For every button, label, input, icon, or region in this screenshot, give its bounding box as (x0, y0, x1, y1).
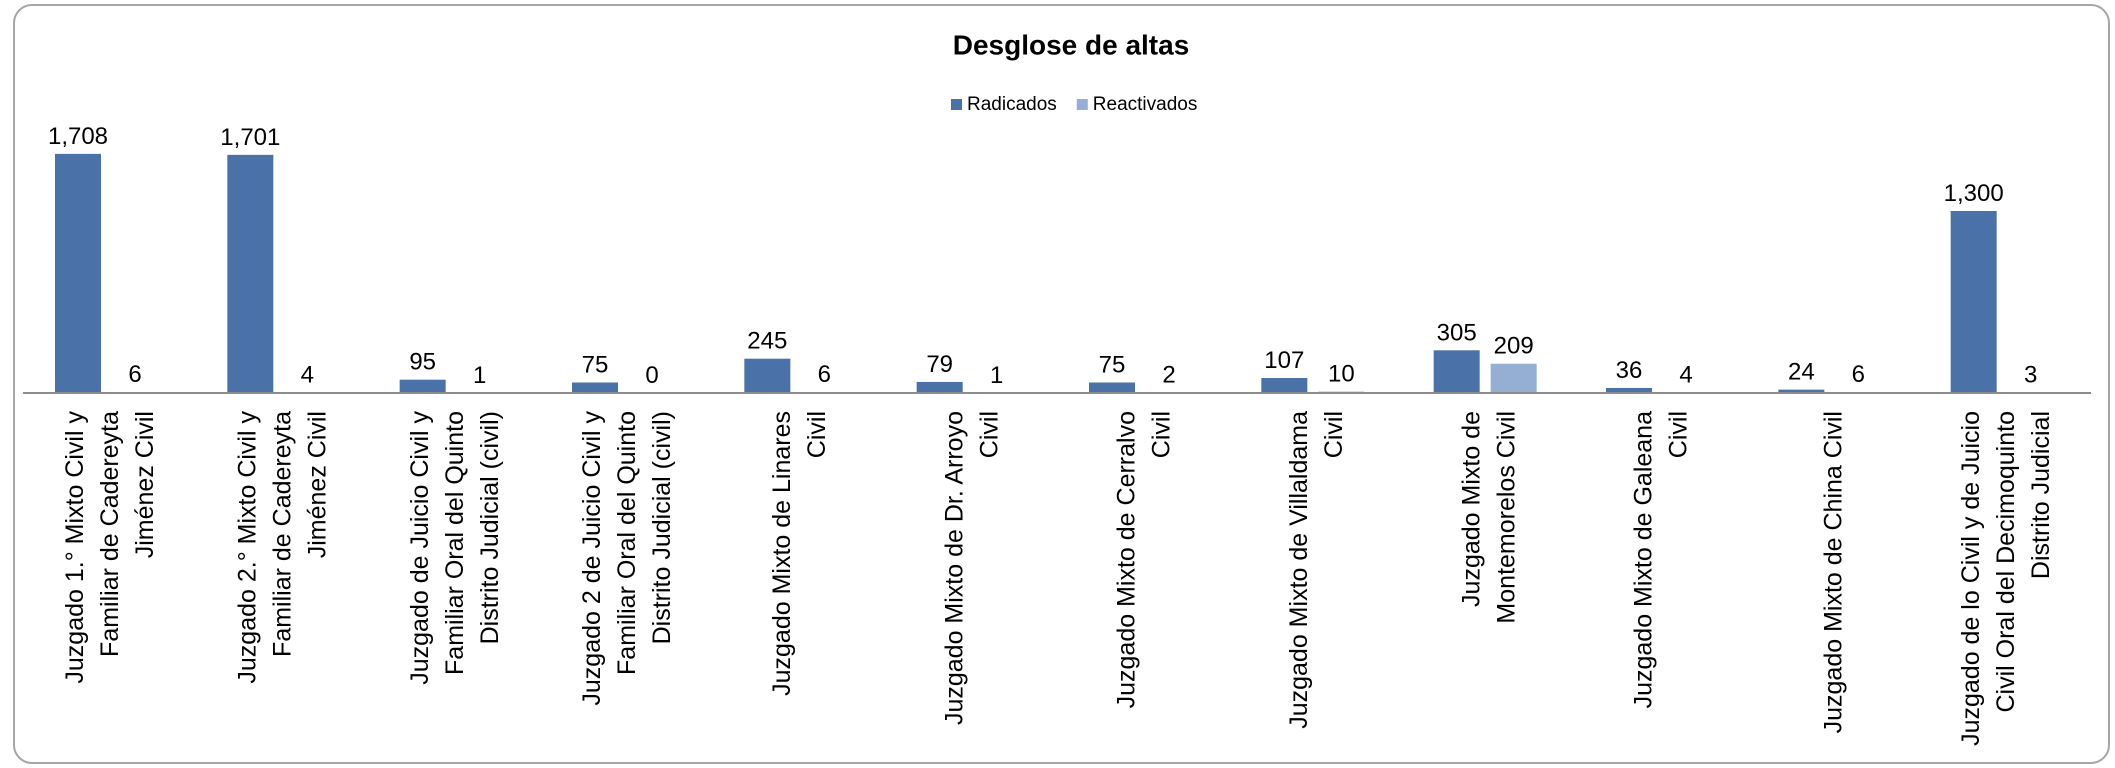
data-label: 79 (926, 351, 953, 378)
data-label: 1,708 (48, 123, 108, 150)
data-label: 10 (1328, 361, 1355, 388)
data-label: 1 (473, 362, 486, 389)
bar (399, 379, 446, 393)
chart-title: Desglose de altas (953, 29, 1190, 60)
x-tick-label: Juzgado Mixto de Galeana (1630, 411, 1658, 709)
data-label: 1,300 (1944, 180, 2004, 207)
x-tick-label: Civil (1320, 411, 1348, 458)
x-tick-label: Juzgado 2 de Juicio Civil y (578, 411, 606, 706)
legend-swatch (1076, 99, 1088, 110)
data-label: 305 (1437, 319, 1477, 346)
x-tick-label: Juzgado de lo Civil y de Juicio (1957, 411, 1985, 746)
data-label: 6 (128, 361, 141, 388)
bar (227, 154, 274, 393)
x-tick-label: Juzgado de Juicio Civil y (406, 411, 434, 685)
x-tick-label: Montemorelos Civil (1492, 411, 1520, 624)
x-tick-label: Distrito Judicial (civil) (476, 411, 504, 644)
bar (1950, 211, 1997, 393)
bar (55, 153, 101, 393)
data-label: 0 (645, 362, 658, 389)
x-tick-label: Juzgado Mixto de Villaldama (1285, 411, 1313, 729)
x-tick-label: Civil Oral del Decimoquinto (1992, 411, 2020, 713)
x-tick-label: Juzgado 2.° Mixto Civil y (234, 411, 262, 684)
x-tick-label: Familiar Oral del Quinto (613, 411, 641, 675)
data-label: 4 (1679, 361, 1692, 388)
bar (1606, 387, 1652, 393)
bar (744, 358, 791, 393)
data-label: 107 (1264, 347, 1304, 374)
data-label: 6 (1852, 361, 1865, 388)
legend-label: Reactivados (1093, 94, 1198, 115)
legend-swatch (951, 99, 962, 110)
x-tick-label: Juzgado Mixto de (1457, 411, 1485, 607)
bar (916, 381, 963, 393)
x-tick-label: Civil (1148, 411, 1176, 458)
x-tick-label: Juzgado Mixto de China Civil (1820, 411, 1848, 733)
data-label: 1,701 (220, 124, 280, 151)
data-label: 95 (409, 349, 436, 376)
data-label: 1 (990, 362, 1003, 389)
bar (1089, 382, 1135, 393)
data-label: 75 (1099, 352, 1126, 379)
x-tick-label: Juzgado 1.° Mixto Civil y (61, 411, 89, 684)
bar (1778, 389, 1825, 393)
x-tick-label: Juzgado Mixto de Dr. Arroyo (940, 411, 968, 725)
x-tick-label: Familiar de Cadereyta (96, 411, 124, 657)
data-label: 3 (2024, 362, 2037, 389)
x-tick-label: Familiar Oral del Quinto (441, 411, 469, 675)
x-tick-label: Jiménez Civil (304, 411, 332, 558)
chart-border (13, 4, 2110, 764)
legend-label: Radicados (967, 94, 1057, 115)
x-tick-label: Civil (1665, 411, 1693, 458)
data-label: 6 (818, 361, 831, 388)
bar (1433, 350, 1480, 393)
x-tick-label: Jiménez Civil (131, 411, 159, 558)
data-label: 2 (1162, 362, 1175, 389)
x-tick-label: Familiar de Cadereyta (269, 411, 297, 657)
x-tick-label: Juzgado Mixto de Linares (768, 411, 796, 696)
data-label: 24 (1788, 359, 1815, 386)
data-label: 36 (1616, 357, 1643, 384)
data-label: 4 (301, 361, 314, 388)
bar (1490, 363, 1537, 393)
x-tick-label: Distrito Judicial (civil) (648, 411, 676, 644)
bar (572, 382, 618, 393)
x-tick-label: Juzgado Mixto de Cerralvo (1113, 411, 1141, 708)
data-label: 245 (747, 328, 787, 355)
x-tick-label: Civil (975, 411, 1003, 458)
bar (1261, 378, 1308, 393)
x-tick-label: Civil (803, 411, 831, 458)
x-tick-label: Distrito Judicial (2027, 411, 2055, 579)
data-label: 209 (1494, 333, 1534, 360)
data-label: 75 (582, 352, 609, 379)
